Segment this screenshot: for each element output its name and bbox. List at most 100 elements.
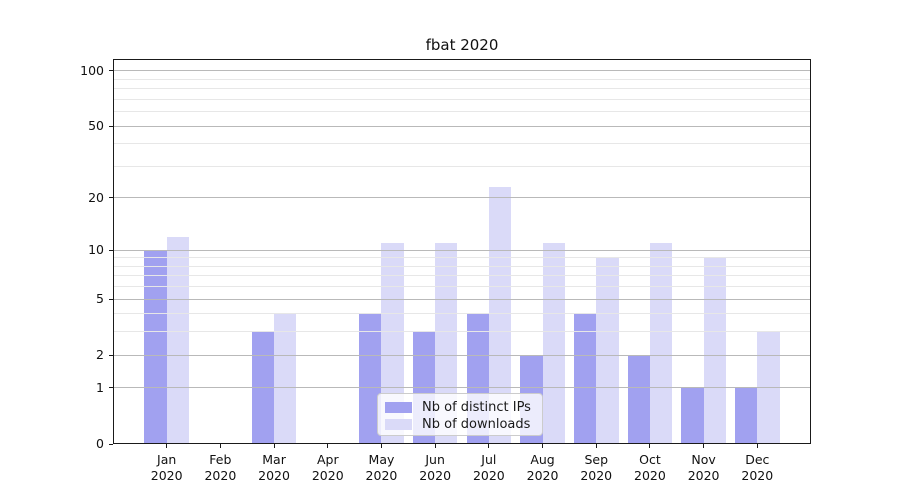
bar-nb-of-distinct-ips [627,355,650,444]
y-tick-label: 50 [88,118,104,134]
grid-major-line [114,387,810,389]
x-tick-label: Nov 2020 [672,452,736,483]
grid-minor-line [114,257,810,259]
y-tick-label: 2 [96,347,104,363]
x-tick-year: 2020 [526,467,559,483]
grid-major-line [114,70,810,72]
x-tick-month: Sep [584,452,608,467]
bar-nb-of-distinct-ips [735,387,758,444]
y-tick-label: 0 [96,436,104,451]
legend-label: Nb of downloads [422,417,531,432]
grid-minor-line [114,111,810,113]
x-tick-year: 2020 [258,467,290,483]
x-tick-year: 2020 [204,467,237,483]
x-tick [595,444,597,448]
x-tick-label: Aug 2020 [511,452,575,483]
y-tick [109,249,113,251]
y-tick-label: 5 [96,291,104,307]
x-tick [756,444,758,448]
x-tick-year: 2020 [365,467,398,483]
grid-major-line [114,298,810,300]
chart-title: fbat 2020 [425,36,499,54]
y-tick-label: 1 [96,379,104,395]
bar-nb-of-downloads [488,187,512,444]
x-tick [649,444,651,448]
x-tick-month: Feb [209,452,232,467]
y-tick [109,125,113,127]
x-tick-label: Mar 2020 [242,452,306,483]
bar-nb-of-distinct-ips [681,387,704,444]
y-tick-label: 10 [88,242,104,258]
grid-minor-line [114,313,810,315]
x-tick-month: Oct [639,452,661,467]
x-tick [488,444,490,448]
x-tick-month: Dec [745,452,770,467]
x-tick-month: May [368,452,395,467]
x-tick-year: 2020 [311,467,344,483]
legend-swatch [385,419,412,430]
grid-minor-line [114,331,810,333]
x-tick-label: Dec 2020 [725,452,789,483]
grid-minor-line [114,275,810,277]
bar-nb-of-distinct-ips [359,313,382,444]
y-tick-label: 20 [88,189,104,205]
x-tick-month: Aug [530,452,555,467]
grid-minor-line [114,143,810,145]
y-tick [109,387,113,389]
x-tick [380,444,382,448]
bar-nb-of-downloads [542,243,565,444]
x-tick-year: 2020 [150,467,183,483]
y-tick [109,443,113,445]
x-tick-month: Nov [691,452,716,467]
x-tick-month: Apr [316,452,339,467]
grid-minor-line [114,286,810,288]
x-tick [703,444,705,448]
legend-item: Nb of downloads [385,417,534,432]
x-tick-year: 2020 [741,467,774,483]
x-tick [219,444,221,448]
x-tick-year: 2020 [580,467,613,483]
legend-item: Nb of distinct IPs [385,400,534,415]
x-tick-label: Oct 2020 [618,452,682,483]
legend: Nb of distinct IPs Nb of downloads [377,393,543,436]
x-tick-month: Jul [481,452,497,467]
y-tick [109,298,113,300]
bar-nb-of-downloads [649,243,673,444]
bar-nb-of-downloads [274,313,297,444]
legend-label: Nb of distinct IPs [422,400,531,415]
grid-major-line [114,249,810,251]
x-tick-year: 2020 [419,467,452,483]
y-tick [109,354,113,356]
x-tick-year: 2020 [472,467,505,483]
x-tick-label: Feb 2020 [188,452,252,483]
x-tick-label: Jun 2020 [403,452,467,483]
x-tick-label: Jul 2020 [457,452,521,483]
x-tick-label: Jan 2020 [135,452,199,483]
bar-nb-of-downloads [703,257,726,444]
x-tick [273,444,275,448]
x-tick [327,444,329,448]
legend-swatch [385,402,412,413]
grid-minor-line [114,88,810,90]
x-tick-label: Sep 2020 [564,452,628,483]
bar-nb-of-downloads [166,236,189,444]
grid-major-line [114,125,810,127]
y-tick-label: 100 [80,62,104,78]
x-tick-label: Apr 2020 [296,452,360,483]
x-tick-year: 2020 [687,467,720,483]
x-tick-month: Jun [425,452,445,467]
bar-nb-of-distinct-ips [573,313,597,444]
x-tick-month: Jan [157,452,177,467]
bar-nb-of-distinct-ips [144,250,167,444]
grid-minor-line [114,265,810,267]
x-tick-label: May 2020 [349,452,413,483]
x-tick [542,444,544,448]
grid-minor-line [114,78,810,80]
x-tick [166,444,168,448]
x-tick [434,444,436,448]
grid-major-line [114,197,810,199]
grid-minor-line [114,165,810,167]
x-tick-month: Mar [262,452,286,467]
